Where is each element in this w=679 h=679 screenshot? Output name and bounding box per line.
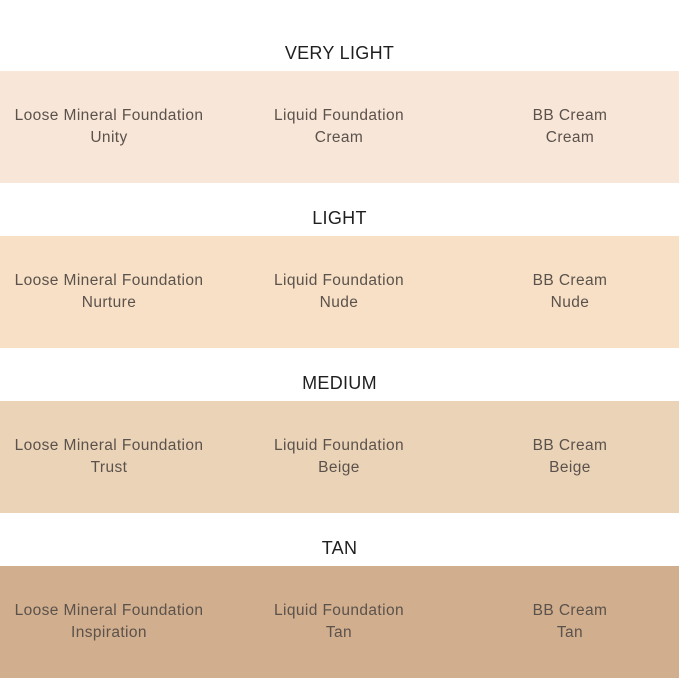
product-name: Loose Mineral Foundation: [14, 272, 204, 289]
product-name: BB Cream: [532, 272, 608, 289]
product-name: BB Cream: [532, 602, 608, 619]
product-shade: Inspiration: [71, 624, 147, 641]
product-name: Liquid Foundation: [273, 107, 405, 124]
product-shade: Trust: [90, 459, 128, 476]
product-shade: Tan: [556, 624, 584, 641]
product-name: Liquid Foundation: [273, 602, 405, 619]
product-shade: Cream: [545, 129, 595, 146]
shade-band: [0, 401, 679, 513]
product-shade: Nude: [550, 294, 590, 311]
product-name: BB Cream: [532, 107, 608, 124]
product-name: Liquid Foundation: [273, 272, 405, 289]
product-shade: Tan: [325, 624, 353, 641]
shade-band: [0, 71, 679, 183]
shade-band: [0, 566, 679, 678]
product-name: Loose Mineral Foundation: [14, 107, 204, 124]
product-shade: Nude: [319, 294, 359, 311]
section-title: MEDIUM: [302, 373, 377, 393]
product-shade: Unity: [90, 129, 128, 146]
product-shade: Beige: [318, 459, 360, 476]
product-name: Loose Mineral Foundation: [14, 437, 204, 454]
product-shade: Nurture: [81, 294, 137, 311]
section-title: LIGHT: [312, 208, 367, 228]
product-name: Loose Mineral Foundation: [14, 602, 204, 619]
product-shade: Cream: [314, 129, 364, 146]
product-name: Liquid Foundation: [273, 437, 405, 454]
section-title: TAN: [321, 538, 358, 558]
product-name: BB Cream: [532, 437, 608, 454]
shade-band: [0, 236, 679, 348]
section-title: VERY LIGHT: [284, 43, 395, 63]
product-shade: Beige: [549, 459, 591, 476]
